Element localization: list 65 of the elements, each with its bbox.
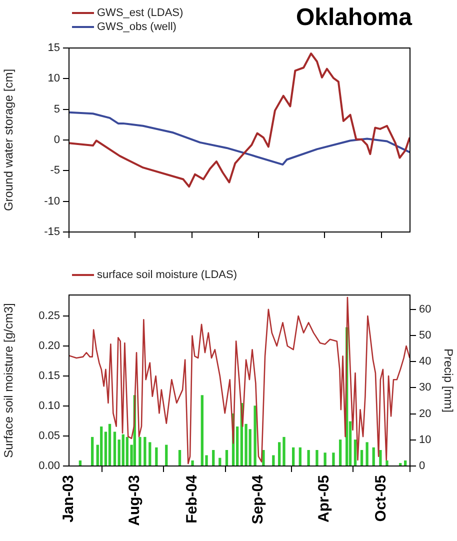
bar [138,436,142,466]
y2-tick-label: 50 [419,329,432,342]
bar [324,452,326,466]
y2-tick-label: 30 [419,382,432,394]
y-tick-label: 15 [48,42,60,54]
y-tick-label: 0.10 [38,400,60,412]
bar [316,450,318,466]
bar [100,426,103,466]
y-tick-label: 0 [54,134,60,146]
bar [360,450,364,466]
y-tick-label: 0.00 [38,460,60,472]
bar [298,447,302,466]
y2-axis-title: Precip [mm] [441,348,456,413]
bar [148,442,152,466]
bar [332,452,335,466]
x-tick-label: Sep-04 [250,474,267,524]
y-tick-label: 0.15 [38,370,60,382]
bar [122,434,124,466]
legend-label: surface soil moisture (LDAS) [97,268,237,282]
y-axis-title: Surface soil moisture [g/cm3] [2,303,16,458]
x-tick-label: Oct-05 [372,475,390,522]
bar [113,432,116,466]
y-tick-label: 5 [54,103,60,116]
y-tick-label: 10 [48,72,60,85]
legend-label: GWS_est (LDAS) [97,6,184,20]
y2-tick-label: 40 [419,356,432,368]
y2-tick-label: 10 [419,434,432,446]
bar [91,436,94,466]
bar [165,444,168,466]
bar [386,460,388,466]
bar [254,406,256,466]
bar [178,450,182,466]
y-tick-label: 0.25 [38,310,60,322]
y2-tick-label: 20 [419,408,432,420]
y2-tick-label: 60 [419,303,432,316]
bar [282,436,286,466]
bar [155,447,158,466]
x-tick-label: Jan-03 [60,475,78,523]
bar [191,460,194,466]
bar [372,447,375,466]
bar [108,424,112,466]
chart-title: Oklahoma [296,4,412,32]
y-tick-label: 0.05 [38,430,60,442]
bar [272,455,275,466]
bar [292,447,295,466]
bar [379,450,382,466]
bar [338,440,342,466]
x-tick-label: Aug-03 [126,475,144,526]
x-tick-label: Apr-05 [316,475,333,523]
y-axis-title: Ground water storage [cm] [2,68,16,212]
bar [126,436,129,466]
bar [366,442,368,466]
y-tick-label: -15 [44,226,60,238]
y2-tick-label: 0 [419,460,426,472]
bar [307,450,310,466]
bar [278,442,281,466]
legend-label: GWS_obs (well) [97,20,176,34]
bar [225,450,228,466]
x-tick-label: Feb-04 [183,474,200,524]
bar [212,450,215,466]
y-tick-label: 0.20 [38,340,60,352]
bar [144,436,146,466]
y-tick-label: -5 [50,164,60,177]
bar [354,440,357,466]
y-tick-label: -10 [44,195,60,208]
